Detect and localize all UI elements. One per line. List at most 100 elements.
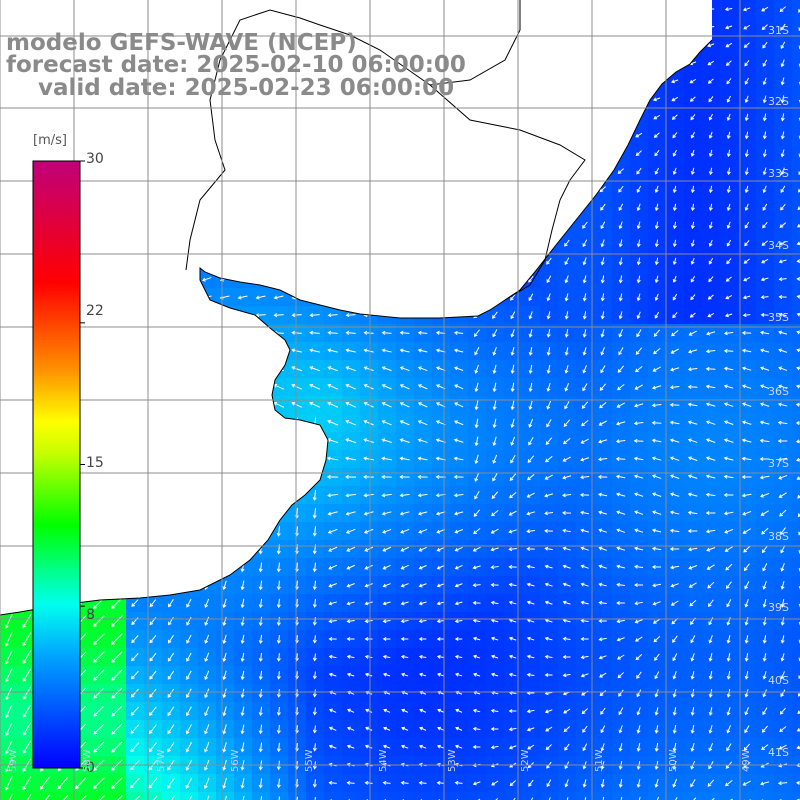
wind-cell bbox=[792, 648, 800, 666]
wind-cell bbox=[594, 792, 612, 800]
wind-cell bbox=[792, 90, 800, 108]
wind-arrow-head bbox=[708, 98, 713, 103]
wind-arrow bbox=[708, 96, 714, 102]
wind-arrow bbox=[780, 23, 786, 31]
wind-cell bbox=[792, 36, 800, 54]
wind-arrow bbox=[743, 7, 751, 11]
wind-arrow-head bbox=[707, 43, 712, 48]
wind-arrow-head bbox=[744, 62, 748, 67]
wind-cell bbox=[576, 792, 594, 800]
wind-cell bbox=[288, 792, 306, 800]
wind-cell bbox=[792, 162, 800, 180]
wind-arrow bbox=[761, 6, 769, 12]
wind-cell bbox=[630, 792, 648, 800]
wind-cell bbox=[396, 792, 414, 800]
wind-cell bbox=[684, 792, 702, 800]
wind-arrow bbox=[780, 41, 786, 49]
wind-arrow bbox=[690, 96, 696, 102]
wind-cell bbox=[720, 792, 738, 800]
wind-cell bbox=[792, 576, 800, 594]
wind-cell bbox=[270, 792, 288, 800]
wind-cell bbox=[792, 324, 800, 342]
wind-cell bbox=[36, 792, 54, 800]
wind-cell bbox=[792, 72, 800, 90]
wind-arrow-head bbox=[780, 26, 784, 31]
wind-cell bbox=[414, 792, 432, 800]
wind-arrow bbox=[725, 7, 733, 11]
wind-cell bbox=[792, 252, 800, 270]
wind-arrow bbox=[689, 78, 697, 84]
wind-cell bbox=[486, 792, 504, 800]
wind-arrow bbox=[653, 97, 661, 101]
wind-cell bbox=[792, 486, 800, 504]
wind-cell bbox=[378, 792, 396, 800]
wind-cell bbox=[792, 684, 800, 702]
wind-arrow bbox=[707, 60, 715, 66]
wind-cell bbox=[792, 540, 800, 558]
wind-arrow bbox=[708, 78, 714, 84]
wind-arrow bbox=[763, 95, 767, 103]
wind-cell bbox=[792, 270, 800, 288]
wind-cell bbox=[756, 792, 774, 800]
wind-cell bbox=[162, 792, 180, 800]
wind-arrow bbox=[707, 43, 715, 47]
wind-arrow-head bbox=[762, 81, 767, 86]
wind-arrow-head bbox=[689, 79, 694, 84]
wind-arrow bbox=[725, 42, 733, 48]
wind-cell bbox=[792, 342, 800, 360]
wind-arrow-head bbox=[779, 8, 784, 13]
wind-cell bbox=[216, 792, 234, 800]
wind-arrow-head bbox=[762, 63, 767, 67]
wind-cell bbox=[792, 774, 800, 792]
wind-arrow-head bbox=[725, 43, 730, 48]
wind-arrow-head bbox=[798, 27, 800, 32]
wind-cell bbox=[792, 450, 800, 468]
wind-cell bbox=[792, 720, 800, 738]
wind-cell bbox=[792, 558, 800, 576]
wind-cell bbox=[504, 792, 522, 800]
wind-arrow-head bbox=[798, 63, 800, 68]
wind-cell bbox=[792, 126, 800, 144]
wind-cell bbox=[450, 792, 468, 800]
wind-arrow-head bbox=[780, 99, 785, 104]
wind-cell bbox=[72, 792, 90, 800]
wind-arrow-head bbox=[726, 98, 731, 103]
wind-arrow bbox=[743, 24, 751, 30]
wind-cell bbox=[792, 306, 800, 324]
wind-cell bbox=[558, 792, 576, 800]
wind-arrow-head bbox=[707, 61, 712, 66]
wind-arrow-head bbox=[780, 63, 785, 68]
wind-cell bbox=[792, 54, 800, 72]
wind-cell bbox=[648, 792, 666, 800]
wind-arrow-head bbox=[743, 44, 748, 48]
wind-cell bbox=[792, 612, 800, 630]
wind-arrow bbox=[726, 78, 732, 84]
wind-arrow-head bbox=[780, 45, 785, 50]
wind-cell bbox=[90, 792, 108, 800]
wind-cell bbox=[792, 198, 800, 216]
wind-cell bbox=[792, 630, 800, 648]
wind-cell bbox=[342, 792, 360, 800]
wind-arrow bbox=[762, 41, 768, 49]
wind-cell bbox=[252, 792, 270, 800]
wind-arrow-head bbox=[744, 80, 749, 85]
wind-arrow bbox=[744, 59, 750, 67]
wind-cell bbox=[0, 792, 18, 800]
wind-cell bbox=[792, 594, 800, 612]
wind-arrow-head bbox=[742, 7, 747, 12]
wind-arrow bbox=[745, 95, 749, 103]
wind-cell bbox=[792, 288, 800, 306]
wind-cell bbox=[108, 792, 126, 800]
wind-arrow-head bbox=[671, 97, 676, 102]
wind-cell bbox=[792, 666, 800, 684]
wind-cell bbox=[792, 432, 800, 450]
wind-arrow-head bbox=[726, 80, 731, 85]
wind-arrow bbox=[781, 95, 785, 103]
wind-cell bbox=[54, 792, 72, 800]
wind-arrow bbox=[762, 24, 768, 30]
wind-arrow-head bbox=[652, 97, 657, 102]
wind-cell bbox=[792, 378, 800, 396]
wind-arrow-head bbox=[761, 26, 766, 30]
wind-arrow-head bbox=[725, 62, 730, 66]
wind-cell bbox=[792, 216, 800, 234]
